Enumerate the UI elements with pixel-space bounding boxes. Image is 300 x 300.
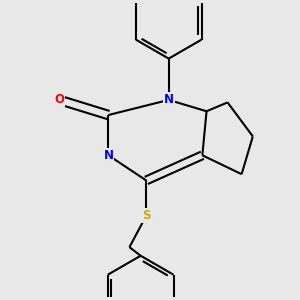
Text: O: O xyxy=(54,93,64,106)
Text: N: N xyxy=(164,93,174,106)
Text: N: N xyxy=(103,149,113,162)
Text: S: S xyxy=(142,209,151,222)
